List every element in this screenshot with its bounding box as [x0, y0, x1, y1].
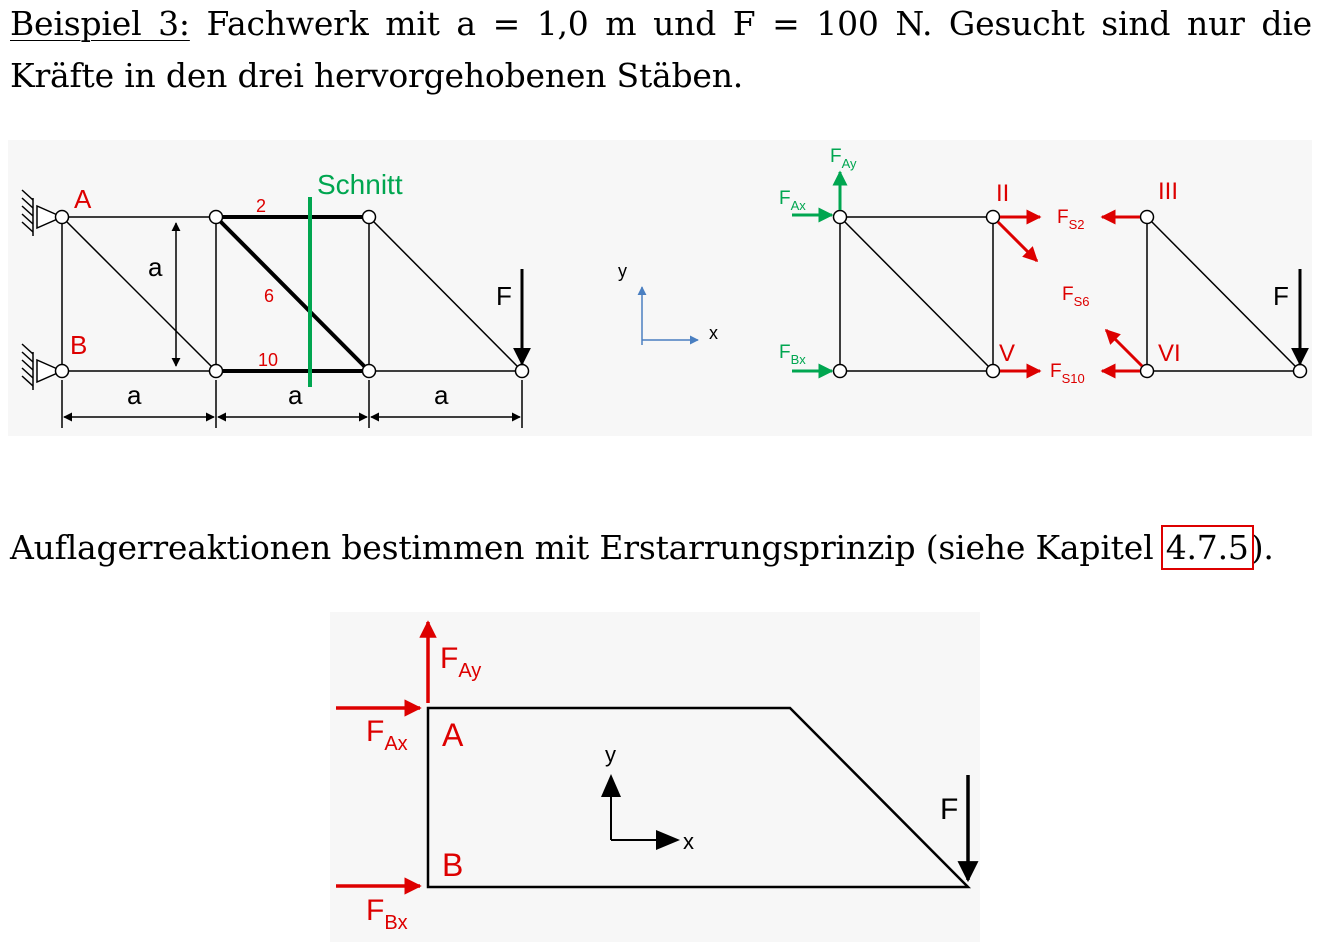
fbd-member-forces: [996, 209, 1144, 379]
chapter-reference-link[interactable]: 4.7.5: [1160, 525, 1254, 570]
span-label-1: a: [127, 380, 142, 410]
support-label-B: B: [70, 330, 87, 360]
axis-label-x: x: [709, 323, 718, 343]
figure-background: [8, 140, 1312, 436]
support-reaction-text-end: ).: [1250, 528, 1274, 567]
fixed-support-B: [21, 343, 64, 390]
support-reaction-text: Auflagerreaktionen bestimmen mit Erstarr…: [10, 528, 1164, 567]
fbd-support-reactions: [792, 170, 848, 379]
label-FS10: FS10: [1050, 361, 1085, 386]
fixed-support-A: [21, 189, 64, 236]
fbd-joints: [832, 209, 1308, 379]
label-FBx: FBx: [779, 342, 806, 367]
label-FAy-rigid: FAy: [440, 642, 481, 682]
label-FS2: FS2: [1057, 207, 1085, 232]
support-reaction-line: Auflagerreaktionen bestimmen mit Erstarr…: [10, 525, 1274, 570]
member-6: [214, 215, 371, 373]
node-label-III: III: [1158, 178, 1178, 205]
point-label-B: B: [442, 847, 463, 883]
label-FS6: FS6: [1062, 284, 1090, 309]
highlighted-members: [214, 215, 371, 373]
rigid-body-axes: [601, 774, 680, 850]
rigid-load-label-F: F: [940, 793, 958, 826]
label-FAx-rigid: FAx: [366, 715, 408, 755]
member-label-10: 10: [258, 350, 278, 370]
height-label: a: [148, 252, 163, 282]
rigid-body-outline: [426, 706, 972, 889]
span-label-2: a: [288, 380, 303, 410]
fbd-load-label-F: F: [1273, 281, 1289, 311]
intro-line-1-text: Fachwerk mit a = 1,0 m und F = 100 N. Ge…: [189, 4, 1313, 43]
support-label-A: A: [74, 184, 92, 214]
truss-members: [61, 216, 523, 372]
span-label-3: a: [434, 380, 449, 410]
member-label-2: 2: [256, 196, 266, 216]
member-label-6: 6: [264, 286, 274, 306]
example-label: Beispiel 3:: [10, 4, 190, 43]
intro-line-2: Kräfte in den drei hervorgehobenen Stäbe…: [10, 56, 744, 95]
node-label-II: II: [996, 180, 1009, 207]
section-label: Schnitt: [317, 169, 403, 200]
fbd-right-members: [1146, 216, 1301, 372]
node-label-V: V: [999, 340, 1015, 367]
label-FAy: FAy: [830, 146, 857, 171]
rigid-axis-label-x: x: [683, 829, 694, 854]
load-label-F: F: [496, 281, 512, 311]
fbd-left-members: [839, 216, 994, 372]
rigid-axis-label-y: y: [605, 742, 616, 767]
node-label-VI: VI: [1158, 340, 1181, 367]
label-FBx-rigid: FBx: [366, 894, 408, 934]
point-label-A: A: [442, 717, 464, 753]
rigid-body-reactions: [336, 620, 437, 895]
intro-line-1: Beispiel 3: Fachwerk mit a = 1,0 m und F…: [10, 4, 1312, 43]
label-FAx: FAx: [779, 188, 806, 213]
axis-label-y: y: [618, 261, 627, 281]
dimension-lines: [61, 222, 523, 428]
coordinate-axes-icon: x y: [618, 261, 718, 345]
